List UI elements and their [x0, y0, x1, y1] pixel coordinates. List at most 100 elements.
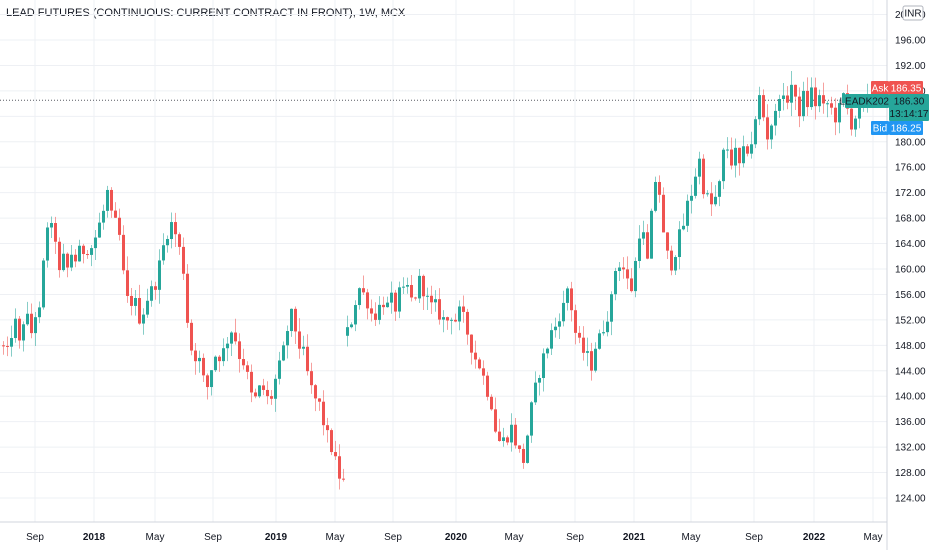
candle-body	[406, 285, 409, 287]
candle-body	[258, 385, 261, 397]
candle-body	[282, 345, 285, 361]
candle-body	[510, 424, 513, 443]
candle-body	[54, 223, 57, 242]
candle-body	[518, 445, 521, 449]
candle-body	[534, 382, 537, 403]
candle-body	[746, 146, 749, 154]
candle-body	[514, 424, 517, 446]
candle-body	[582, 337, 585, 353]
candle-body	[198, 357, 201, 362]
candle-body	[714, 196, 717, 205]
candle-body	[378, 304, 381, 320]
candle-body	[2, 345, 5, 347]
candle-body	[450, 319, 453, 321]
candle-body	[766, 117, 769, 140]
candle-body	[462, 306, 465, 312]
candle-body	[274, 378, 277, 399]
candle-body	[254, 392, 257, 397]
candle-body	[294, 308, 297, 332]
candle-body	[154, 286, 157, 290]
candle-body	[146, 300, 149, 315]
candle-body	[306, 346, 309, 372]
candle-body	[234, 332, 237, 342]
candle-body	[490, 396, 493, 410]
ask-label-bg	[871, 81, 889, 95]
candle-body	[478, 359, 481, 369]
candle-body	[322, 401, 325, 426]
candle-body	[94, 237, 97, 249]
y-tick-label: 132.00	[895, 443, 926, 454]
candle-body	[654, 181, 657, 211]
candle-body	[162, 245, 165, 261]
candle-body	[170, 222, 173, 240]
candle-body	[674, 257, 677, 271]
candle-body	[806, 90, 809, 108]
ask-value-bg	[889, 81, 923, 95]
x-tick-label: May	[864, 532, 883, 543]
candle-body	[410, 285, 413, 298]
candle-body	[550, 330, 553, 349]
candle-body	[342, 478, 345, 480]
candle-body	[802, 90, 805, 117]
candle-body	[350, 324, 353, 328]
candle-body	[38, 307, 41, 318]
candle-body	[662, 194, 665, 233]
candle-body	[386, 302, 389, 308]
candle-body	[618, 267, 621, 272]
candle-body	[130, 295, 133, 306]
candle-body	[222, 348, 225, 362]
candle-body	[174, 222, 177, 235]
candle-body	[14, 318, 17, 339]
candle-body	[390, 292, 393, 303]
candle-body	[818, 95, 821, 107]
y-tick-label: 164.00	[895, 239, 926, 250]
candle-body	[822, 95, 825, 104]
candle-body	[442, 317, 445, 320]
candle-body	[426, 295, 429, 297]
candle-body	[62, 253, 65, 271]
candle-body	[754, 119, 757, 145]
candle-body	[218, 356, 221, 362]
candle-body	[726, 149, 729, 151]
candle-body	[562, 302, 565, 322]
candle-body	[438, 299, 441, 320]
candle-body	[474, 352, 477, 360]
candle-body	[602, 332, 605, 334]
candles	[2, 71, 869, 490]
candle-body	[570, 288, 573, 311]
candle-body	[226, 343, 229, 349]
candle-body	[398, 287, 401, 312]
candle-body	[238, 341, 241, 360]
candle-body	[74, 254, 77, 262]
y-tick-label: 176.00	[895, 163, 926, 174]
candle-body	[286, 331, 289, 346]
candle-body	[454, 319, 457, 322]
y-tick-label: 124.00	[895, 494, 926, 505]
candle-body	[402, 286, 405, 288]
candle-body	[266, 389, 269, 397]
y-tick-label: 156.00	[895, 290, 926, 301]
candle-body	[354, 305, 357, 325]
y-tick-label: 148.00	[895, 341, 926, 352]
candle-body	[558, 321, 561, 327]
candle-body	[658, 181, 661, 195]
candle-body	[302, 346, 305, 349]
candle-body	[834, 107, 837, 123]
candle-body	[142, 314, 145, 324]
candle-body	[66, 253, 69, 268]
candle-body	[34, 317, 37, 334]
candle-body	[666, 232, 669, 251]
candle-body	[786, 95, 789, 103]
candle-body	[46, 227, 49, 261]
candle-body	[262, 385, 265, 390]
candle-body	[278, 360, 281, 379]
candle-body	[70, 254, 73, 268]
candle-body	[18, 318, 21, 341]
candle-body	[134, 297, 137, 306]
candle-body	[762, 95, 765, 118]
x-tick-label: Sep	[384, 532, 402, 543]
candle-body	[750, 144, 753, 154]
candle-body	[298, 331, 301, 349]
